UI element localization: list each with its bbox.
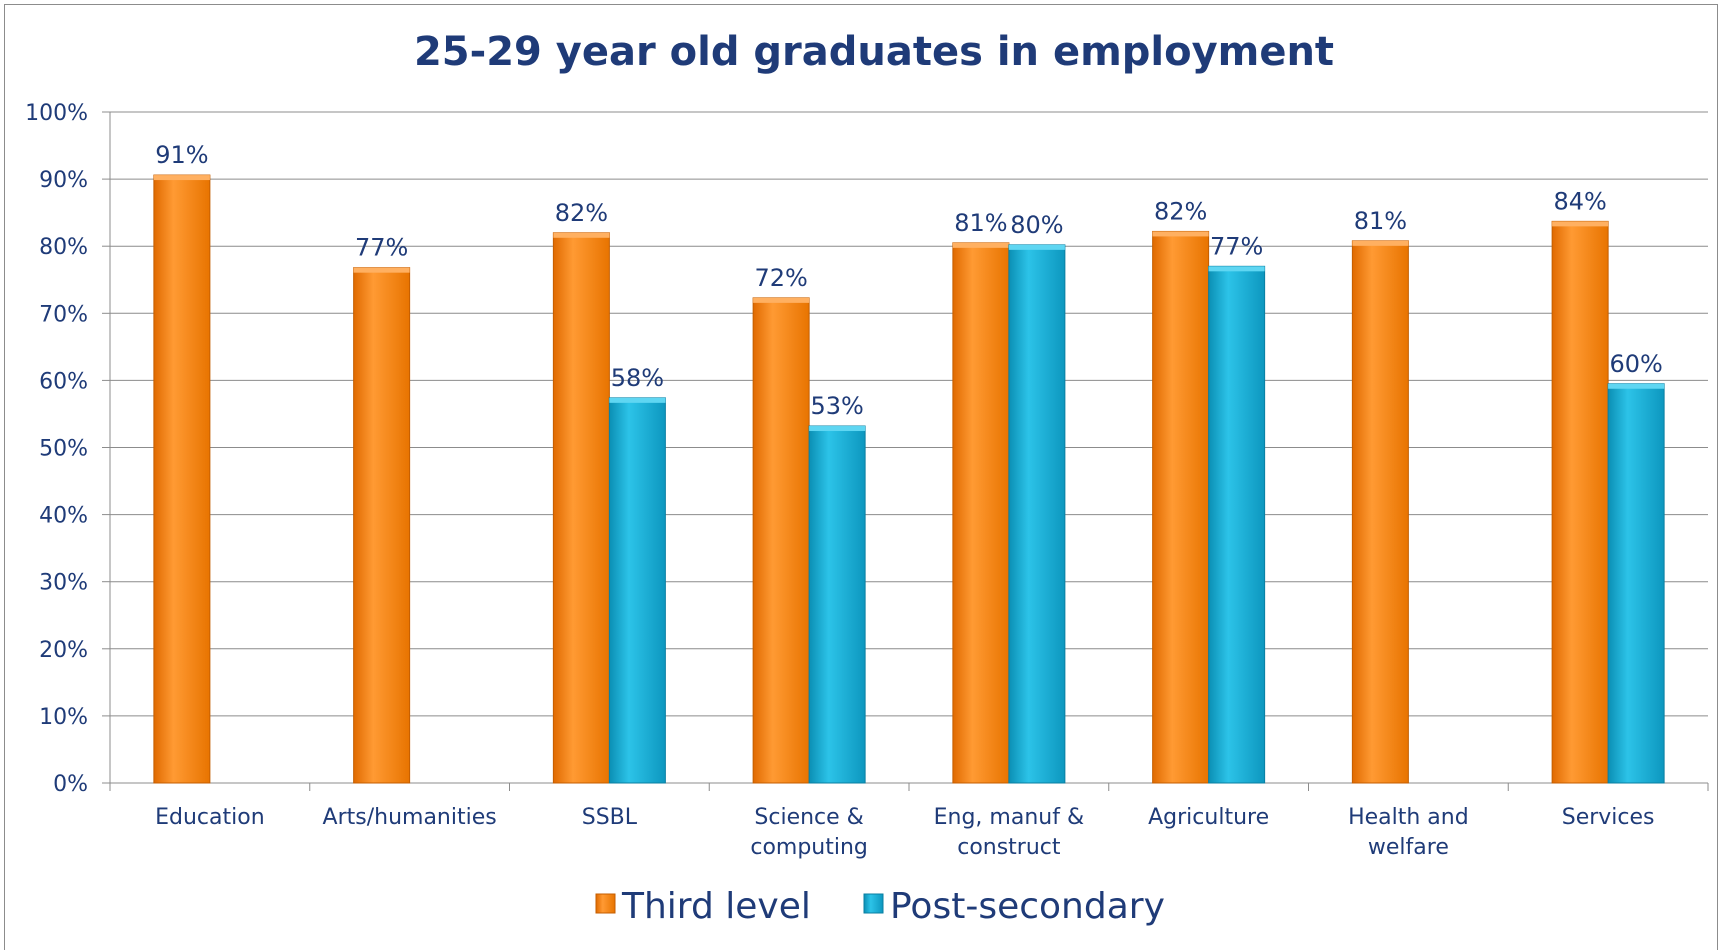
- x-category-label: Eng, manuf & construct: [934, 805, 1085, 860]
- data-label: 81%: [1354, 207, 1407, 235]
- bar-third-level: [1152, 230, 1210, 784]
- bars: [153, 174, 1665, 784]
- data-label: 84%: [1553, 187, 1606, 215]
- data-label: 82%: [1154, 197, 1207, 225]
- data-labels: 91%77%82%58%72%53%81% 80% 82%77%81%84%60%: [155, 141, 1663, 420]
- bar-third-level: [752, 297, 810, 784]
- y-tick-label: 50%: [39, 437, 88, 462]
- data-label: 80%: [1010, 211, 1063, 239]
- axes: 0% 10% 20% 30% 40% 50% 60% 70% 80% 90% 100% Educati…: [25, 101, 1709, 860]
- y-tick-label: 0%: [53, 772, 88, 797]
- data-label: 82%: [555, 199, 608, 227]
- legend-swatch: [595, 893, 616, 914]
- data-label: 77%: [355, 234, 408, 262]
- y-tick-label: 90%: [39, 168, 88, 193]
- x-category-label: Arts/humanities: [323, 805, 497, 830]
- legend-label: Third level: [621, 886, 811, 927]
- data-label: 91%: [155, 141, 208, 169]
- x-category-label: Education: [155, 805, 265, 830]
- x-category-label: Services: [1562, 805, 1655, 830]
- bar-third-level: [1351, 240, 1409, 784]
- bar-post-secondary: [1208, 265, 1266, 784]
- data-label: 60%: [1609, 350, 1662, 378]
- gridlines: [110, 111, 1708, 717]
- y-tick-label: 70%: [39, 302, 88, 327]
- bar-third-level: [952, 242, 1010, 784]
- x-category-label: Health and welfare: [1348, 805, 1469, 860]
- data-label: 72%: [754, 264, 807, 292]
- legend-item: Post-secondary: [863, 886, 1165, 927]
- data-label: 58%: [611, 364, 664, 392]
- data-label: 81%: [954, 209, 1007, 237]
- bar-third-level: [552, 232, 610, 784]
- y-tick-label: 80%: [39, 235, 88, 260]
- y-tick-label: 60%: [39, 369, 88, 394]
- x-category-label: Science & computing: [750, 805, 868, 860]
- data-label: 53%: [810, 392, 863, 420]
- legend: Third level Post-secondary: [595, 886, 1165, 927]
- legend-swatch: [863, 893, 884, 914]
- x-category-label: SSBL: [582, 805, 638, 830]
- x-category-label: Agriculture: [1148, 805, 1269, 830]
- y-tick-label: 30%: [39, 571, 88, 596]
- legend-item: Third level: [595, 886, 811, 927]
- legend-label: Post-secondary: [890, 886, 1165, 927]
- bar-post-secondary: [1008, 244, 1066, 784]
- bar-post-secondary: [608, 397, 666, 784]
- bar-third-level: [1551, 220, 1609, 784]
- data-label: 77%: [1210, 232, 1263, 260]
- y-tick-label: 40%: [39, 504, 88, 529]
- bar-post-secondary: [1607, 383, 1665, 784]
- bar-third-level: [353, 267, 411, 784]
- y-tick-label: 10%: [39, 705, 88, 730]
- y-tick-label: 100%: [25, 101, 88, 126]
- chart-title: 25-29 year old graduates in employment: [414, 29, 1334, 75]
- bar-post-secondary: [808, 425, 866, 784]
- y-tick-label: 20%: [39, 638, 88, 663]
- bar-third-level: [153, 174, 211, 784]
